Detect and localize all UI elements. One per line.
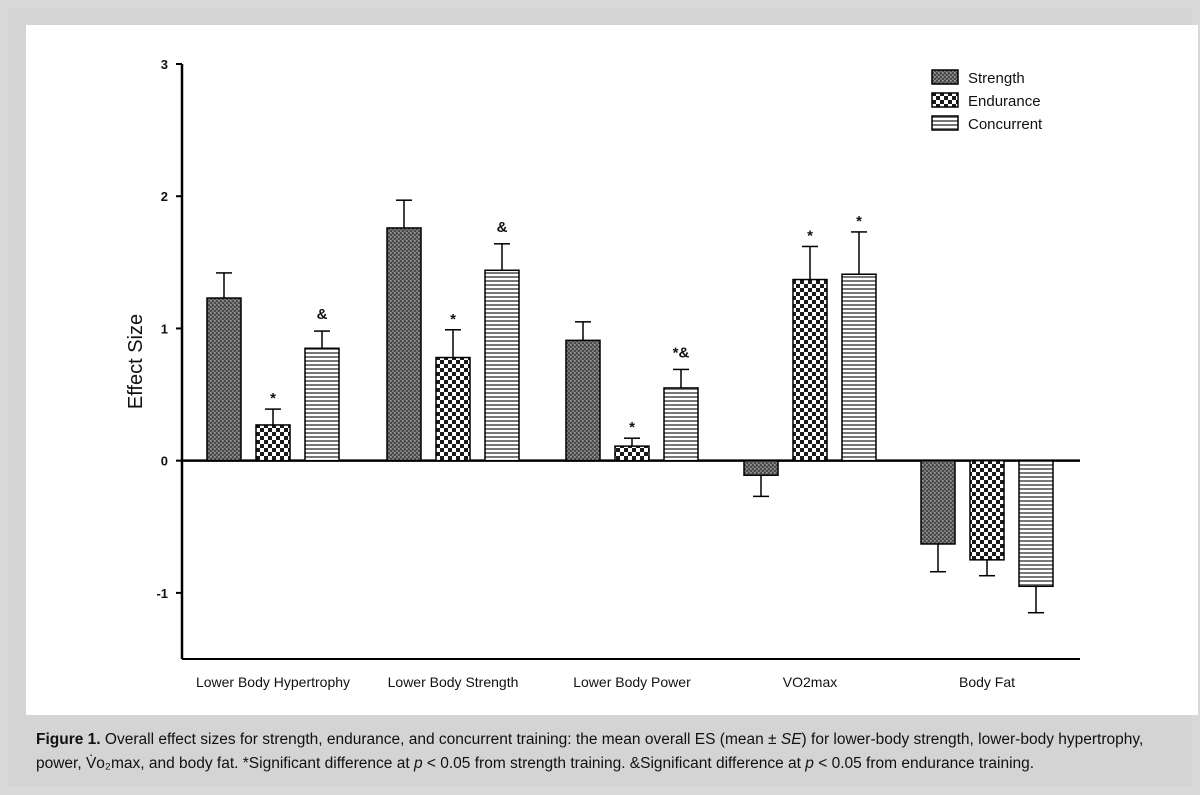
legend-swatch bbox=[931, 92, 959, 108]
y-tick-label: -1 bbox=[156, 586, 168, 601]
bar-group: * *& Lower Body Power bbox=[565, 321, 699, 690]
bars: *&Lower Body Hypertrophy*&Lower Body Str… bbox=[196, 199, 1054, 690]
bar-group: Body Fat bbox=[920, 459, 1054, 690]
bar bbox=[255, 424, 291, 462]
bar bbox=[1018, 459, 1054, 588]
significance-label: & bbox=[497, 219, 508, 236]
category-label: Lower Body Hypertrophy bbox=[196, 674, 350, 690]
axes: -1 0 1 2 3 Effect Size bbox=[125, 57, 1080, 660]
caption-p2: p bbox=[805, 755, 814, 772]
category-label: VO2max bbox=[783, 674, 837, 690]
significance-label: * bbox=[450, 311, 456, 328]
legend-label: Strength bbox=[968, 70, 1025, 87]
caption-p1: p bbox=[413, 755, 423, 772]
y-tick-label: 1 bbox=[161, 321, 168, 336]
bar bbox=[920, 459, 956, 545]
bar bbox=[792, 278, 828, 462]
legend-label: Concurrent bbox=[968, 116, 1043, 133]
caption-text-2: ) for lower-body strength, lower-body hy… bbox=[36, 731, 1144, 772]
caption-text-4: < 0.05 from endurance training. bbox=[813, 755, 1035, 772]
category-label: Body Fat bbox=[959, 674, 1015, 690]
figure-caption: Figure 1. Overall effect sizes for stren… bbox=[36, 728, 1186, 776]
significance-label: *& bbox=[673, 344, 690, 361]
legend-label: Endurance bbox=[968, 93, 1041, 110]
legend: Strength Endurance Concurrent bbox=[931, 69, 1043, 133]
significance-label: * bbox=[807, 227, 813, 244]
bar bbox=[743, 459, 779, 476]
significance-label: * bbox=[270, 390, 276, 407]
y-axis-title: Effect Size bbox=[125, 314, 147, 409]
bar bbox=[484, 269, 520, 462]
bar bbox=[969, 459, 1005, 561]
bar bbox=[663, 387, 699, 462]
caption-se: SE bbox=[780, 731, 802, 748]
significance-label: & bbox=[317, 306, 328, 323]
bar bbox=[565, 339, 601, 462]
category-label: Lower Body Strength bbox=[388, 674, 519, 690]
category-label: Lower Body Power bbox=[573, 674, 691, 690]
caption-figure-label: Figure 1. bbox=[36, 731, 101, 748]
bar bbox=[435, 356, 471, 462]
y-tick-label: 2 bbox=[161, 189, 168, 204]
bar-group: * & Lower Body Hypertrophy bbox=[196, 272, 350, 690]
y-tick-label: 0 bbox=[161, 454, 168, 469]
legend-swatch bbox=[931, 69, 959, 85]
caption-text-3: < 0.05 from strength training. &Signific… bbox=[422, 755, 806, 772]
bar-group: * * VO2max bbox=[743, 213, 877, 690]
bar bbox=[206, 297, 242, 462]
bar-group: * & Lower Body Strength bbox=[386, 199, 520, 690]
bar bbox=[841, 273, 877, 462]
caption-text-1: Overall effect sizes for strength, endur… bbox=[100, 731, 781, 748]
legend-swatch bbox=[931, 115, 959, 131]
bar bbox=[614, 445, 650, 462]
y-tick-label: 3 bbox=[161, 57, 168, 72]
significance-label: * bbox=[856, 213, 862, 230]
significance-label: * bbox=[629, 419, 635, 436]
bar bbox=[304, 347, 340, 462]
bar bbox=[386, 227, 422, 462]
